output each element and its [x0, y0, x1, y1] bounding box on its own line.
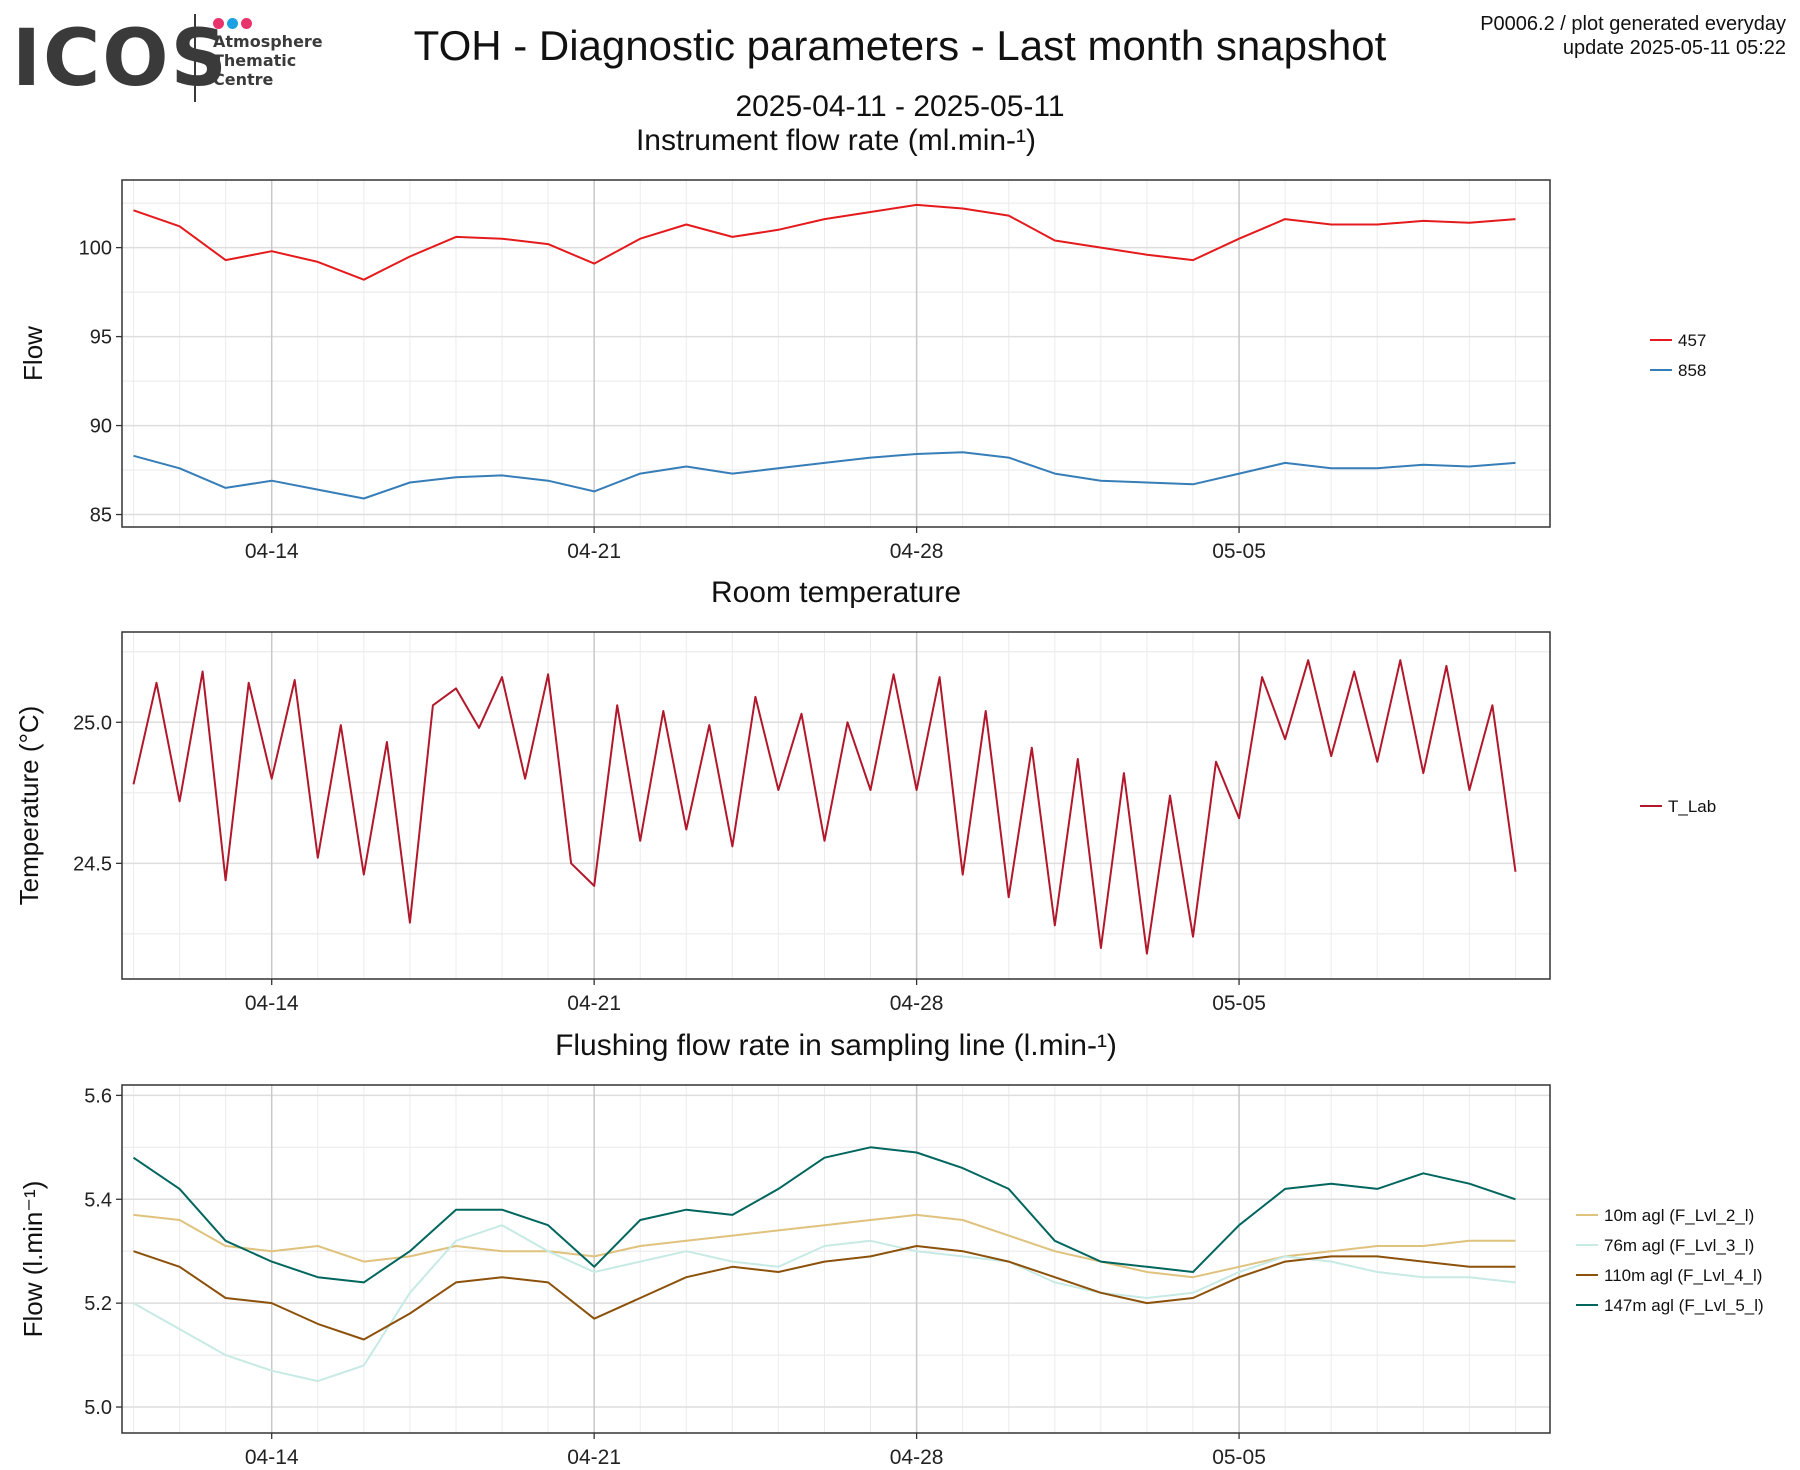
y-axis-label: Flow: [18, 326, 48, 381]
x-tick-label: 04-21: [567, 992, 621, 1015]
series-line-T_Lab: [132, 659, 1517, 955]
legend-label: T_Lab: [1668, 797, 1716, 816]
logo-dot: [213, 18, 224, 29]
x-tick-label: 05-05: [1212, 540, 1266, 563]
legend-label: 76m agl (F_Lvl_3_l): [1604, 1236, 1754, 1255]
y-tick-label: 85: [90, 505, 112, 527]
x-tick-label: 05-05: [1212, 992, 1266, 1015]
x-tick-label: 05-05: [1212, 1446, 1266, 1469]
legend-label: 858: [1678, 361, 1706, 380]
y-tick-label: 25.0: [73, 712, 112, 734]
y-axis-label: Flow (l.min⁻¹): [18, 1181, 48, 1338]
x-tick-label: 04-14: [245, 540, 299, 563]
y-tick-label: 5.6: [84, 1085, 112, 1107]
y-tick-label: 95: [90, 327, 112, 349]
logo-line: Thematic: [213, 51, 297, 70]
plot-border: [121, 631, 1551, 980]
x-tick-label: 04-14: [245, 992, 299, 1015]
legend-label: 10m agl (F_Lvl_2_l): [1604, 1206, 1754, 1225]
chart-title: Flushing flow rate in sampling line (l.m…: [555, 1029, 1117, 1062]
plot-border: [121, 1084, 1551, 1434]
logo-wordmark: ICOS: [12, 14, 229, 104]
legend-label: 110m agl (F_Lvl_4_l): [1604, 1266, 1762, 1285]
x-tick-label: 04-21: [567, 1446, 621, 1469]
date-range: 2025-04-11 - 2025-05-11: [735, 90, 1065, 123]
y-tick-label: 100: [79, 238, 112, 260]
chart-panel-1: Instrument flow rate (ml.min-¹) 85 90 95 100…: [18, 124, 1706, 563]
y-tick-label: 5.2: [84, 1293, 112, 1315]
logo-text: Atmosphere Thematic Centre: [213, 32, 323, 89]
page-title: TOH - Diagnostic parameters - Last month…: [413, 22, 1387, 69]
x-tick-label: 04-28: [890, 992, 944, 1015]
x-tick-label: 04-14: [245, 1446, 299, 1469]
logo-line: Centre: [213, 70, 274, 89]
plot-area: [122, 1085, 1550, 1433]
y-tick-label: 5.4: [84, 1189, 112, 1211]
series-line-457: [133, 203, 1516, 281]
legend-label: 147m agl (F_Lvl_5_l): [1604, 1296, 1764, 1315]
series-line-858: [133, 451, 1516, 500]
plot-id-text: P0006.2 / plot generated everyday: [1480, 13, 1786, 35]
series-line-110m: [133, 1245, 1516, 1341]
chart-title: Instrument flow rate (ml.min-¹): [636, 124, 1036, 157]
y-tick-label: 24.5: [73, 853, 112, 875]
y-tick-label: 5.0: [84, 1397, 112, 1419]
x-tick-label: 04-21: [567, 540, 621, 563]
legend-label: 457: [1678, 331, 1706, 350]
logo-line: Atmosphere: [213, 32, 323, 51]
y-tick-label: 90: [90, 416, 112, 438]
y-axis-label: Temperature (°C): [14, 706, 44, 906]
logo-separator: [194, 14, 196, 102]
chart-title: Room temperature: [711, 576, 961, 609]
x-tick-label: 04-28: [890, 1446, 944, 1469]
series-line-147m: [132, 1146, 1516, 1284]
logo-dot: [227, 18, 238, 29]
logo-dots: [213, 16, 255, 29]
chart-panel-2: Room temperature 24.5 25.0 04-14 04-21 04-28 0…: [14, 576, 1716, 1015]
plot-border: [121, 179, 1551, 528]
icos-logo: ICOS Atmosphere Thematic Centre: [8, 14, 328, 104]
generation-info: P0006.2 / plot generated everyday update…: [1480, 12, 1786, 60]
chart-panel-3: Flushing flow rate in sampling line (l.m…: [18, 1029, 1764, 1469]
x-tick-label: 04-28: [890, 540, 944, 563]
plot-area: [122, 632, 1550, 979]
series-line-76m: [133, 1224, 1516, 1383]
update-timestamp: update 2025-05-11 05:22: [1562, 37, 1786, 59]
plot-area: [122, 180, 1550, 527]
logo-dot: [241, 18, 252, 29]
